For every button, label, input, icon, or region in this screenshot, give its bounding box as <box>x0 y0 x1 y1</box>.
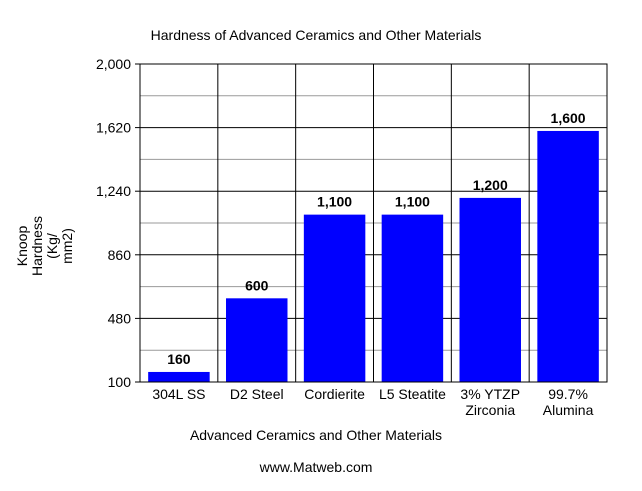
bar-2 <box>226 298 288 382</box>
data-label: 1,100 <box>317 194 352 210</box>
bar-6 <box>537 130 599 382</box>
x-category-label: D2 Steel <box>230 386 284 402</box>
x-category-label: L5 Steatite <box>379 386 446 402</box>
plot-border <box>139 63 608 383</box>
y-axis-ticks: 100 480 860 1,240 1,620 2,000 <box>96 56 140 390</box>
data-label: 1,600 <box>551 110 586 126</box>
data-labels: 160 600 1,100 1,100 1,200 1,600 <box>167 110 586 367</box>
x-category-label: 3% YTZP Zirconia <box>460 386 520 418</box>
bar-4 <box>381 214 444 382</box>
y-tick-label: 1,620 <box>96 120 131 136</box>
gridlines <box>140 63 607 383</box>
x-category-label: 99.7% Alumina <box>543 386 594 418</box>
y-tick-label: 1,240 <box>96 183 131 199</box>
y-tick-label: 860 <box>108 247 132 263</box>
data-label: 1,200 <box>473 177 508 193</box>
bar-3 <box>303 214 366 382</box>
data-label: 1,100 <box>395 194 430 210</box>
data-label: 600 <box>245 277 269 293</box>
y-tick-label: 100 <box>108 374 132 390</box>
chart-title: Hardness of Advanced Ceramics and Other … <box>151 27 482 43</box>
source-credit: www.Matweb.com <box>259 459 373 475</box>
x-category-label: Cordierite <box>304 386 365 402</box>
bars <box>148 130 599 382</box>
y-tick-label: 480 <box>108 310 132 326</box>
x-axis-label: Advanced Ceramics and Other Materials <box>190 427 442 443</box>
x-category-label: 304L SS <box>152 386 205 402</box>
y-tick-label: 2,000 <box>96 56 131 72</box>
plot-frame <box>139 63 608 383</box>
bar-5 <box>459 197 521 382</box>
x-axis-categories: 304L SS D2 Steel Cordierite L5 Steatite 3% Y… <box>152 386 593 418</box>
y-axis-label: KnoopHardness(Kg/mm2) <box>14 216 75 276</box>
bar-1 <box>148 371 210 382</box>
data-label: 160 <box>167 351 191 367</box>
